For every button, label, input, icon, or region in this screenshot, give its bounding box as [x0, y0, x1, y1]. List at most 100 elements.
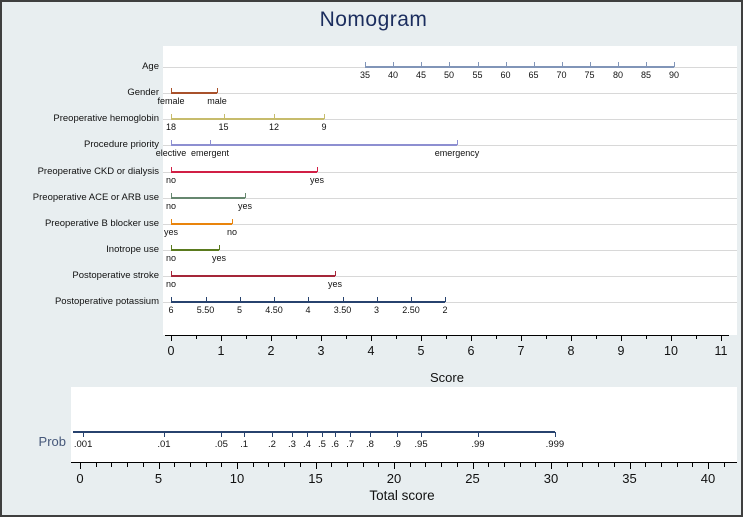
- score-tick-major: [371, 336, 372, 341]
- total-tick-label: 35: [622, 471, 637, 486]
- prob-tick-label: .99: [471, 439, 485, 450]
- scale-tick-postoperative-potassium: [274, 297, 275, 302]
- scale-line-age: [365, 66, 674, 68]
- prob-tick: [350, 432, 352, 437]
- tick-label-gender: male: [207, 96, 227, 106]
- total-tick-major: [80, 463, 81, 469]
- variable-label-preoperative-b-blocker-use: Preoperative B blocker use: [44, 218, 159, 229]
- total-tick-minor: [503, 463, 505, 467]
- scale-tick-age: [533, 62, 535, 67]
- scale-tick-postoperative-potassium: [445, 297, 446, 302]
- prob-tick-label: .4: [303, 439, 311, 450]
- scale-tick-preoperative-b-blocker-use: [232, 219, 233, 224]
- prob-axis-label: Prob: [38, 434, 66, 449]
- prob-tick-label: .2: [268, 439, 276, 450]
- tick-label-preoperative-hemoglobin: 18: [165, 122, 176, 132]
- total-tick-major: [708, 463, 709, 469]
- tick-label-preoperative-ace-or-arb-use: yes: [237, 201, 252, 211]
- score-tick-major: [521, 336, 522, 341]
- tick-label-age: 35: [359, 70, 370, 80]
- score-tick-label: 9: [617, 344, 625, 358]
- total-tick-label: 30: [543, 471, 559, 486]
- tick-label-age: 65: [528, 70, 539, 80]
- prob-tick-label: .7: [346, 439, 354, 450]
- tick-label-preoperative-hemoglobin: 12: [268, 122, 279, 132]
- total-tick-minor: [205, 463, 207, 467]
- total-tick-major: [394, 463, 395, 469]
- prob-line: [72, 431, 555, 433]
- tick-label-postoperative-potassium: 4.50: [265, 305, 283, 315]
- total-tick-major: [472, 463, 474, 469]
- prob-tick-label: .5: [317, 439, 326, 450]
- scale-line-inotrope-use: [171, 249, 219, 251]
- tick-label-age: 75: [584, 70, 595, 80]
- score-tick-label: 10: [664, 344, 678, 358]
- variable-label-age: Age: [142, 61, 159, 72]
- score-tick-minor: [246, 336, 247, 339]
- total-tick-minor: [519, 463, 521, 467]
- tick-label-age: 85: [640, 70, 651, 80]
- total-tick-minor: [598, 463, 600, 467]
- total-tick-minor: [582, 463, 584, 467]
- tick-label-inotrope-use: no: [165, 253, 176, 263]
- total-tick-minor: [284, 463, 286, 467]
- total-tick-major: [629, 463, 631, 469]
- score-tick-label: 3: [317, 344, 325, 358]
- prob-tick: [307, 432, 309, 437]
- scale-tick-preoperative-ace-or-arb-use: [245, 193, 246, 198]
- score-tick-minor: [646, 336, 647, 339]
- prob-tick-label: .1: [240, 439, 249, 450]
- score-tick-major: [421, 336, 422, 341]
- variable-label-preoperative-ckd-or-dialysis: Preoperative CKD or dialysis: [37, 166, 159, 177]
- scale-tick-postoperative-potassium: [376, 297, 378, 302]
- total-tick-minor: [189, 463, 191, 467]
- prob-tick-label: .999: [545, 439, 565, 450]
- score-tick-label: 5: [417, 344, 425, 358]
- row-gridline-postoperative-potassium: [163, 302, 737, 303]
- score-tick-label: 7: [517, 344, 525, 358]
- total-tick-minor: [221, 463, 223, 467]
- tick-label-age: 60: [500, 70, 511, 80]
- score-tick-major: [721, 336, 722, 341]
- prob-tick-label: .05: [214, 439, 228, 450]
- variable-label-preoperative-ace-or-arb-use: Preoperative ACE or ARB use: [32, 192, 159, 203]
- total-tick-major: [551, 463, 552, 469]
- tick-label-age: 55: [472, 70, 483, 80]
- tick-label-postoperative-stroke: yes: [327, 279, 342, 289]
- prob-tick: [396, 432, 398, 437]
- scale-tick-postoperative-potassium: [342, 297, 344, 302]
- total-tick-minor: [456, 463, 458, 467]
- scale-tick-procedure-priority: [171, 140, 172, 145]
- row-gridline-preoperative-hemoglobin: [163, 119, 737, 120]
- score-tick-label: 2: [267, 344, 275, 358]
- scale-tick-postoperative-stroke: [335, 271, 336, 276]
- score-tick-major: [571, 336, 572, 341]
- scale-tick-age: [561, 62, 563, 67]
- score-tick-major: [321, 336, 322, 341]
- total-tick-minor: [111, 463, 113, 467]
- probability-panel: [71, 387, 737, 462]
- scale-tick-preoperative-ace-or-arb-use: [171, 193, 172, 198]
- tick-label-postoperative-potassium: 5.50: [196, 305, 215, 315]
- row-gridline-preoperative-ckd-or-dialysis: [163, 172, 737, 173]
- scale-line-postoperative-stroke: [171, 275, 335, 277]
- scale-tick-age: [477, 62, 479, 67]
- total-tick-minor: [660, 463, 662, 467]
- scale-line-preoperative-b-blocker-use: [171, 223, 232, 225]
- score-tick-major: [221, 336, 222, 341]
- scale-line-procedure-priority: [171, 144, 457, 146]
- prob-tick: [291, 432, 293, 437]
- tick-label-age: 45: [415, 70, 426, 80]
- tick-label-postoperative-potassium: 3: [373, 305, 379, 315]
- total-tick-major: [315, 463, 317, 469]
- row-gridline-postoperative-stroke: [163, 276, 737, 277]
- scale-tick-preoperative-hemoglobin: [171, 114, 172, 119]
- total-tick-minor: [142, 463, 144, 467]
- tick-label-postoperative-stroke: no: [165, 279, 176, 289]
- score-tick-minor: [596, 336, 597, 339]
- scale-tick-procedure-priority: [457, 140, 458, 145]
- score-tick-minor: [496, 336, 497, 339]
- tick-label-preoperative-ckd-or-dialysis: yes: [309, 175, 324, 185]
- tick-label-preoperative-b-blocker-use: yes: [163, 227, 178, 237]
- variable-label-procedure-priority: Procedure priority: [84, 139, 159, 150]
